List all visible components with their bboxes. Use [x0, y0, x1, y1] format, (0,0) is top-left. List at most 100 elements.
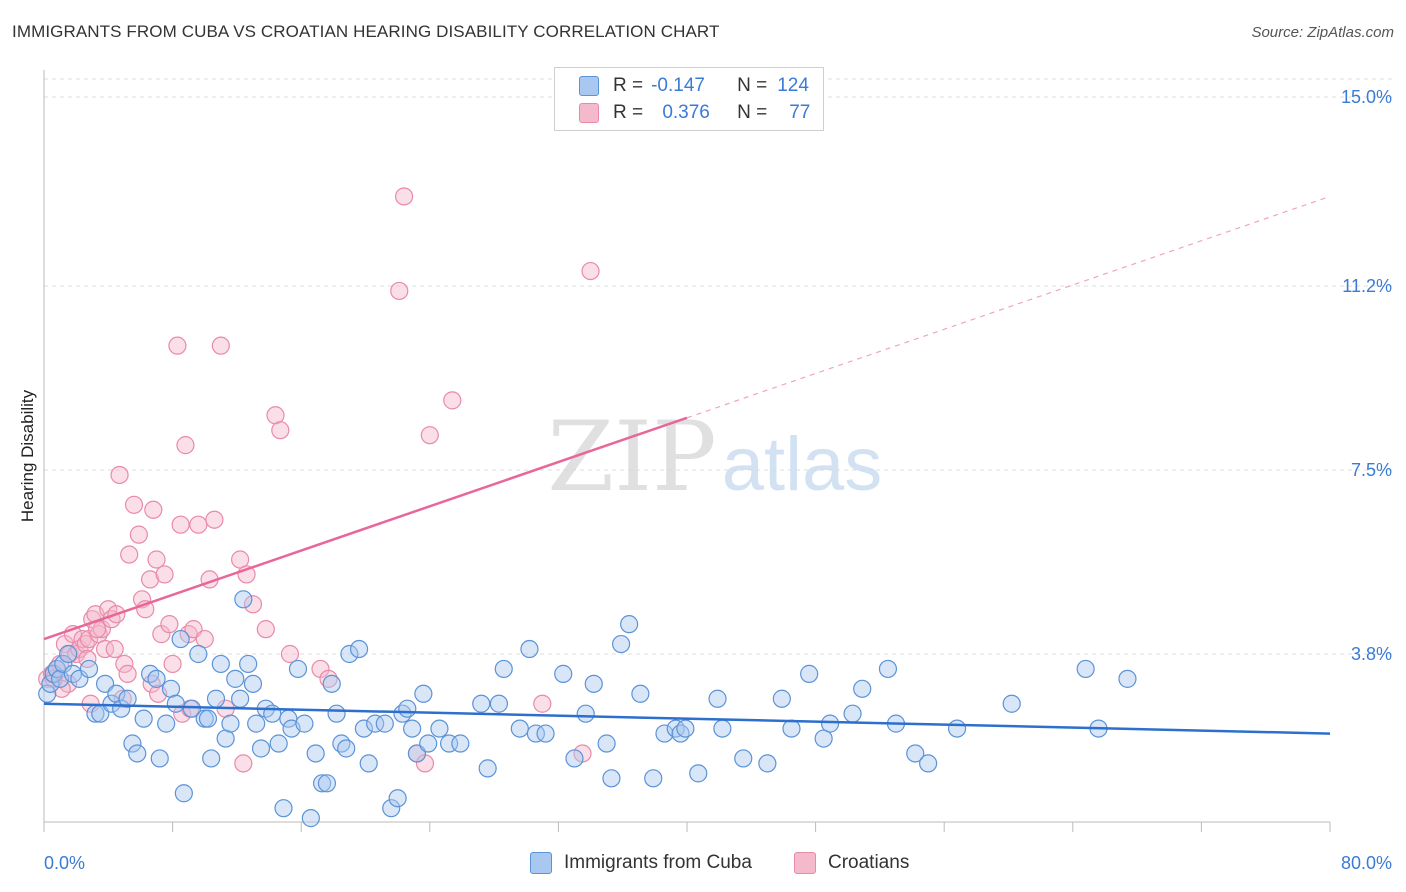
croatians-points	[38, 187, 600, 773]
cuba-point	[150, 749, 169, 768]
cuba-point	[375, 714, 394, 733]
croatians-point	[140, 570, 160, 589]
y-tick-label: 11.2%	[1342, 276, 1392, 296]
croatians-point	[390, 281, 409, 301]
cuba-point	[734, 749, 753, 768]
croatians-point	[319, 669, 338, 688]
cuba-point	[919, 754, 938, 773]
cuba-point	[231, 689, 250, 708]
croatians-point	[105, 639, 124, 659]
cuba-point	[947, 719, 967, 738]
croatians-point	[160, 615, 179, 634]
y-tick-label: 7.5%	[1351, 460, 1392, 480]
cuba-point	[189, 644, 208, 664]
cuba-point	[171, 629, 190, 649]
croatians-point	[189, 515, 208, 534]
cuba-point	[655, 724, 674, 743]
cuba-point	[288, 659, 308, 679]
croatians-point	[118, 664, 137, 683]
cuba-point	[79, 659, 99, 679]
cuba-points	[38, 590, 1137, 828]
cuba-point	[211, 654, 230, 674]
cuba-point	[820, 714, 840, 733]
cuba-point	[671, 724, 690, 743]
cuba-point	[782, 719, 801, 738]
cuba-point	[157, 714, 176, 733]
croatians-point	[168, 336, 187, 355]
cuba-point	[382, 799, 401, 818]
cuba-point	[906, 744, 925, 763]
cuba-point	[239, 654, 258, 674]
n-label: N =	[737, 102, 768, 123]
croatians-trend-line	[43, 416, 688, 641]
cuba-point	[843, 704, 862, 723]
cuba-point	[221, 714, 240, 733]
croatians-point	[280, 644, 300, 664]
cuba-point	[494, 659, 513, 679]
cuba-point	[536, 724, 555, 743]
croatians-swatch	[579, 103, 599, 123]
cuba-legend-label: Immigrants from Cuba	[564, 852, 752, 873]
cuba-point	[520, 639, 539, 659]
cuba-point	[403, 719, 422, 738]
cuba-point	[306, 744, 325, 763]
cuba-point	[478, 759, 497, 778]
cuba-point	[689, 764, 708, 783]
croatians-point	[120, 545, 139, 564]
cuba-point	[202, 749, 221, 768]
cuba-point	[472, 694, 491, 713]
cuba-point	[430, 719, 449, 738]
stats-legend: R = -0.147 N = 124 R = 0.376 N = 77	[554, 67, 824, 131]
cuba-point	[206, 689, 226, 708]
n-label: N =	[737, 75, 768, 96]
cuba-point	[147, 669, 166, 688]
croatians-point	[147, 550, 166, 569]
cuba-point	[327, 704, 346, 723]
cuba-point	[602, 769, 621, 788]
cuba-point	[123, 734, 142, 753]
croatians-point	[234, 754, 253, 773]
legend-row-croatians: R = 0.376 N = 77	[579, 100, 810, 126]
cuba-point	[166, 694, 185, 713]
cuba-point	[59, 644, 78, 664]
cuba-trend-line	[43, 702, 1331, 735]
croatians-point	[443, 391, 462, 410]
y-tick-label: 15.0%	[1341, 87, 1392, 107]
croatians-point	[92, 620, 111, 639]
croatians-point	[420, 426, 439, 445]
cuba-swatch	[530, 852, 552, 874]
cuba-point	[251, 739, 271, 758]
croatians-point	[256, 620, 275, 639]
cuba-point	[554, 664, 573, 683]
cuba-point	[772, 689, 791, 708]
croatians-point	[155, 565, 174, 584]
croatians-point	[129, 525, 148, 544]
cuba-point	[312, 774, 332, 793]
watermark: ZIP atlas	[547, 401, 882, 513]
croatians-point	[533, 694, 552, 713]
cuba-point	[54, 654, 73, 674]
croatians-point	[205, 510, 224, 529]
cuba-point	[274, 799, 293, 818]
croatians-point	[271, 421, 290, 440]
cuba-point	[38, 684, 57, 703]
cuba-point	[301, 809, 320, 828]
cuba-point	[118, 689, 137, 708]
bottom-legend-croatians: Croatians	[794, 852, 909, 874]
cuba-point	[758, 754, 777, 773]
trend-lines	[43, 195, 1331, 735]
croatians-point	[95, 639, 115, 659]
cuba-point	[317, 774, 337, 793]
axes	[43, 70, 1331, 832]
croatians-point	[163, 654, 182, 674]
cuba-point	[611, 634, 631, 654]
r-label: R =	[613, 75, 644, 96]
cuba-point	[565, 749, 584, 768]
cuba-point	[234, 590, 253, 609]
cuba-point	[414, 684, 433, 703]
cuba-point	[620, 615, 639, 634]
cuba-point	[708, 689, 727, 708]
cuba-point	[1002, 694, 1021, 713]
cuba-point	[526, 724, 545, 743]
